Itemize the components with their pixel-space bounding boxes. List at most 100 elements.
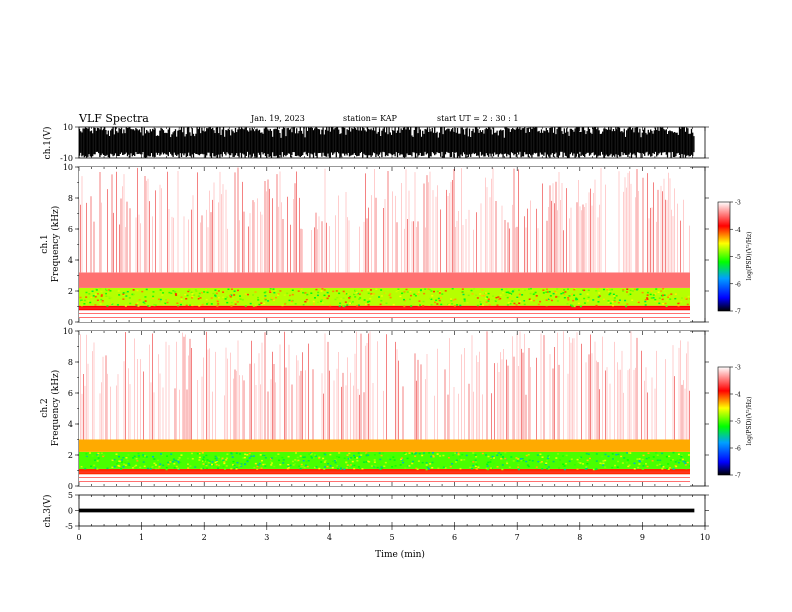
spectrogram-speckle bbox=[408, 452, 411, 454]
spectrogram-speckle bbox=[308, 453, 311, 455]
spectrogram-speckle bbox=[684, 462, 687, 465]
spectrogram-speckle bbox=[542, 289, 545, 291]
spectrogram-speckle bbox=[263, 302, 266, 305]
spectrogram-speckle bbox=[627, 465, 630, 468]
spectrogram-speckle bbox=[476, 304, 479, 307]
spectrogram-speckle bbox=[348, 297, 351, 300]
spectrogram-speckle bbox=[270, 462, 273, 464]
spectrogram-speckle bbox=[217, 290, 220, 292]
spectrogram-speckle bbox=[359, 467, 362, 470]
ch1-spec-channel-label: ch.1 bbox=[40, 234, 50, 253]
spectrogram-speckle bbox=[651, 460, 654, 462]
spectrogram-speckle bbox=[105, 295, 108, 297]
spectrogram-speckle bbox=[111, 466, 114, 469]
spectrogram-speckle bbox=[172, 458, 175, 460]
spectrogram-speckle bbox=[207, 302, 210, 304]
spectrogram-speckle bbox=[343, 457, 346, 460]
spectrogram-speckle bbox=[336, 296, 339, 299]
spectrogram-speckle bbox=[302, 456, 305, 458]
spectrogram-speckle bbox=[637, 466, 640, 469]
spectrogram-speckle bbox=[226, 301, 229, 304]
spectrogram-speckle bbox=[597, 296, 600, 298]
spectrogram-speckle bbox=[264, 457, 267, 459]
spectrogram-speckle bbox=[585, 466, 588, 468]
spectrogram-speckle bbox=[392, 456, 395, 458]
ch2-colorbar bbox=[717, 366, 731, 476]
spectrogram-speckle bbox=[225, 296, 228, 299]
spectrogram-speckle bbox=[466, 302, 469, 304]
spectrogram-speckle bbox=[94, 293, 97, 295]
spectrogram-speckle bbox=[644, 463, 647, 465]
spectrogram-band bbox=[79, 439, 690, 452]
colorbar-tick-label: -3 bbox=[735, 365, 741, 372]
spectrogram-speckle bbox=[85, 453, 88, 455]
spectrogram-speckle bbox=[626, 291, 629, 293]
spectrogram-speckle bbox=[573, 288, 576, 291]
spectrogram-speckle bbox=[496, 304, 499, 306]
spectrogram-speckle bbox=[583, 289, 586, 292]
spectrogram-speckle bbox=[416, 293, 419, 296]
spectrogram-speckle bbox=[604, 453, 607, 456]
spectrogram-speckle bbox=[622, 288, 625, 291]
spectrogram-speckle bbox=[584, 468, 587, 470]
spectrogram-speckle bbox=[143, 302, 146, 305]
spectrogram-speckle bbox=[386, 289, 389, 292]
spectrogram-speckle bbox=[677, 453, 680, 456]
spectrogram-speckle bbox=[429, 297, 432, 300]
spectrogram-speckle bbox=[570, 304, 573, 307]
spectrogram-speckle bbox=[284, 303, 287, 305]
spectrogram-speckle bbox=[232, 297, 235, 300]
spectrogram-speckle bbox=[216, 300, 219, 303]
spectrogram-speckle bbox=[506, 296, 509, 299]
spectrogram-speckle bbox=[270, 297, 273, 299]
spectrogram-speckle bbox=[380, 295, 383, 297]
spectrogram-speckle bbox=[595, 460, 598, 462]
spectrogram-speckle bbox=[567, 297, 570, 299]
spectrogram-speckle bbox=[106, 305, 109, 307]
x-tick-label: 8 bbox=[577, 533, 582, 542]
spectrogram-speckle bbox=[371, 294, 374, 296]
spectrogram-speckle bbox=[89, 301, 92, 304]
spectrogram-speckle bbox=[126, 459, 129, 462]
spectrogram-speckle bbox=[230, 452, 233, 454]
spectrogram-speckle bbox=[113, 458, 116, 461]
spectrogram-speckle bbox=[366, 301, 369, 303]
spectrogram-speckle bbox=[358, 298, 361, 300]
spectrogram-speckle bbox=[547, 468, 550, 470]
spectrogram-speckle bbox=[277, 293, 280, 295]
spectrogram-speckle bbox=[339, 302, 342, 304]
spectrogram-speckle bbox=[430, 298, 433, 301]
spectrogram-speckle bbox=[370, 465, 373, 467]
spectrogram-speckle bbox=[498, 298, 501, 301]
spectrogram-speckle bbox=[577, 461, 580, 464]
spectrogram-speckle bbox=[343, 292, 346, 295]
spectrogram-speckle bbox=[400, 457, 403, 459]
spectrogram-speckle bbox=[307, 300, 310, 302]
spectrogram-speckle bbox=[620, 455, 623, 458]
spectrogram-speckle bbox=[392, 303, 395, 306]
y-tick-label: 0 bbox=[68, 507, 73, 516]
colorbar-tick-label: -5 bbox=[735, 254, 741, 261]
spectrogram-speckle bbox=[117, 455, 120, 458]
spectrogram-speckle bbox=[123, 463, 126, 465]
spectrogram-speckle bbox=[628, 464, 631, 466]
spectrogram-speckle bbox=[291, 293, 294, 296]
spectrogram-speckle bbox=[287, 465, 290, 467]
spectrogram-speckle bbox=[393, 459, 396, 461]
spectrogram-speckle bbox=[430, 455, 433, 458]
spectrogram-speckle bbox=[263, 463, 266, 466]
spectrogram-speckle bbox=[239, 298, 242, 300]
spectrogram-speckle bbox=[208, 297, 211, 299]
spectrogram-speckle bbox=[633, 288, 636, 291]
spectrogram-speckle bbox=[424, 288, 427, 290]
y-tick-label: 10 bbox=[63, 327, 73, 336]
spectrogram-speckle bbox=[323, 452, 326, 455]
spectrogram-speckle bbox=[425, 464, 428, 466]
spectrogram-speckle bbox=[656, 300, 659, 303]
spectrogram-speckle bbox=[625, 460, 628, 463]
spectrogram-speckle bbox=[532, 299, 535, 302]
spectrogram-speckle bbox=[346, 464, 349, 466]
spectrogram-speckle bbox=[171, 460, 174, 463]
spectrogram-speckle bbox=[152, 455, 155, 458]
spectrogram-speckle bbox=[179, 303, 182, 306]
